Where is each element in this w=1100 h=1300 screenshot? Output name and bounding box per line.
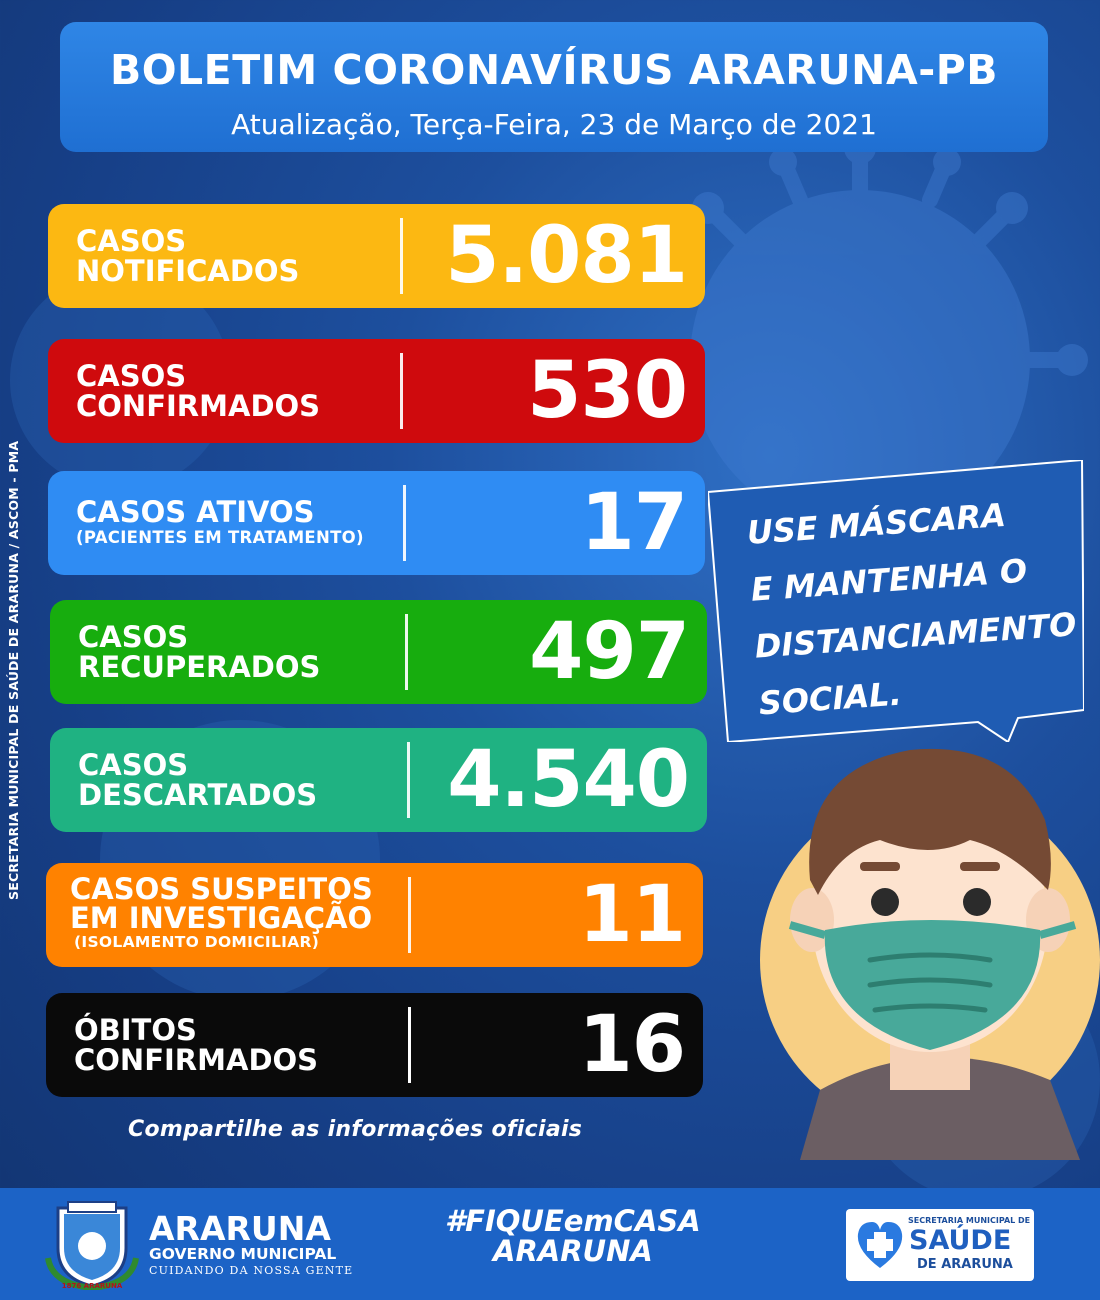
label-line1: CASOS ATIVOS (76, 495, 315, 529)
health-logo-top: SECRETARIA MUNICIPAL DE (908, 1216, 1031, 1225)
hashtag-line2: ARARUNA (493, 1234, 653, 1268)
card-value: 5.081 (445, 211, 688, 301)
gov-label: GOVERNO MUNICIPAL (149, 1245, 337, 1263)
label-line2: DESCARTADOS (78, 778, 318, 812)
card-value: 17 (580, 478, 688, 568)
bubble-message: USE MÁSCARA E MANTENHA O DISTANCIAMENTO … (745, 480, 1100, 733)
label-sub: (ISOLAMENTO DOMICILIAR) (74, 933, 320, 951)
card-label: CASOS DESCARTADOS (78, 750, 317, 810)
header-banner: BOLETIM CORONAVÍRUS ARARUNA-PB Atualizaç… (60, 22, 1048, 152)
label-line1: ÓBITOS (74, 1013, 197, 1047)
divider (403, 485, 406, 561)
divider (408, 1007, 411, 1083)
divider (407, 742, 410, 818)
card-casos-descartados: CASOS DESCARTADOS 4.540 (50, 728, 707, 832)
card-label: CASOS SUSPEITOS EM INVESTIGAÇÃO (ISOLAME… (70, 872, 373, 952)
label-line2: CONFIRMADOS (76, 389, 321, 423)
label-line2: RECUPERADOS (78, 650, 321, 684)
label-line1: CASOS (78, 748, 189, 782)
label-line1: CASOS (78, 620, 189, 654)
divider (400, 353, 403, 429)
masked-boy-illustration (760, 748, 1100, 1160)
divider (405, 614, 408, 690)
card-casos-confirmados: CASOS CONFIRMADOS 530 (48, 339, 705, 443)
card-casos-ativos: CASOS ATIVOS (PACIENTES EM TRATAMENTO) 1… (48, 471, 705, 575)
hashtag-line1: #FIQUEemCASA (445, 1204, 701, 1238)
card-obitos-confirmados: ÓBITOS CONFIRMADOS 16 (46, 993, 703, 1097)
divider (400, 218, 403, 294)
card-label: CASOS NOTIFICADOS (76, 226, 299, 286)
card-casos-suspeitos: CASOS SUSPEITOS EM INVESTIGAÇÃO (ISOLAME… (46, 863, 703, 967)
card-value: 11 (578, 870, 686, 960)
card-casos-recuperados: CASOS RECUPERADOS 497 (50, 600, 707, 704)
city-name: ARARUNA (149, 1209, 331, 1248)
side-credit: SECRETARIA MUNICIPAL DE SAÚDE DE ARARUNA… (6, 440, 21, 900)
card-label: ÓBITOS CONFIRMADOS (74, 1015, 318, 1075)
hashtag: #FIQUEemCASA ARARUNA (445, 1206, 701, 1268)
card-value: 530 (527, 346, 688, 436)
label-line2: CONFIRMADOS (74, 1043, 319, 1077)
label-line1: CASOS (76, 224, 187, 258)
card-label: CASOS ATIVOS (PACIENTES EM TRATAMENTO) (76, 497, 364, 549)
crest-text: 1876 ARARUNA (62, 1282, 123, 1290)
label-line2: EM INVESTIGAÇÃO (70, 901, 373, 935)
card-casos-notificados: CASOS NOTIFICADOS 5.081 (48, 204, 705, 308)
gov-slogan: CUIDANDO DA NOSSA GENTE (149, 1264, 354, 1277)
card-value: 4.540 (447, 735, 690, 825)
label-line2: NOTIFICADOS (76, 254, 300, 288)
label-sub: (PACIENTES EM TRATAMENTO) (76, 528, 364, 547)
health-logo-sub: DE ARARUNA (917, 1257, 1013, 1272)
page-title: BOLETIM CORONAVÍRUS ARARUNA-PB (109, 46, 999, 94)
health-heart-icon (857, 1222, 903, 1268)
speech-bubble (708, 460, 1084, 742)
card-value: 497 (529, 607, 690, 697)
divider (408, 877, 411, 953)
label-line1: CASOS (76, 359, 187, 393)
health-logo-main: SAÚDE (909, 1225, 1012, 1256)
card-label: CASOS CONFIRMADOS (76, 361, 320, 421)
city-crest-icon: 1876 ARARUNA (45, 1201, 139, 1290)
share-message: Compartilhe as informações oficiais (128, 1117, 583, 1142)
update-date: Atualização, Terça-Feira, 23 de Março de… (231, 108, 877, 141)
card-label: CASOS RECUPERADOS (78, 622, 320, 682)
card-value: 16 (578, 1000, 686, 1090)
label-line1: CASOS SUSPEITOS (70, 872, 373, 906)
